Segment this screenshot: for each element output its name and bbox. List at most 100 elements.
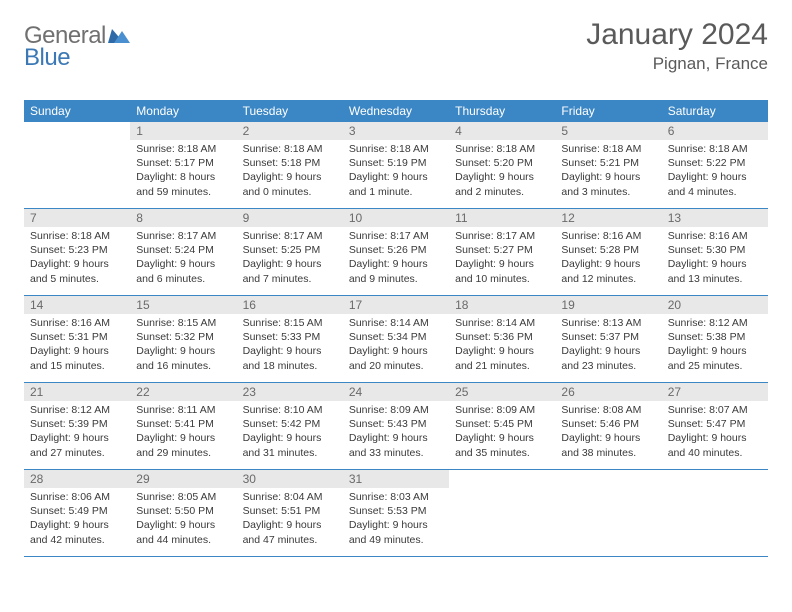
day-body: Sunrise: 8:14 AMSunset: 5:34 PMDaylight:… xyxy=(343,314,449,377)
day-line: Sunrise: 8:18 AM xyxy=(30,229,124,243)
day-number: 25 xyxy=(449,383,555,401)
day-line: and 13 minutes. xyxy=(668,272,762,286)
day-cell: 6Sunrise: 8:18 AMSunset: 5:22 PMDaylight… xyxy=(662,122,768,208)
day-line: Daylight: 9 hours xyxy=(243,344,337,358)
day-line: Sunset: 5:28 PM xyxy=(561,243,655,257)
day-line: and 5 minutes. xyxy=(30,272,124,286)
day-line: Daylight: 9 hours xyxy=(561,170,655,184)
day-line: Daylight: 9 hours xyxy=(561,344,655,358)
day-line: Sunset: 5:53 PM xyxy=(349,504,443,518)
day-line: Daylight: 9 hours xyxy=(349,518,443,532)
day-number: 2 xyxy=(237,122,343,140)
day-line: Sunrise: 8:12 AM xyxy=(668,316,762,330)
day-line: Daylight: 9 hours xyxy=(561,257,655,271)
day-line: and 33 minutes. xyxy=(349,446,443,460)
day-line: Daylight: 9 hours xyxy=(668,257,762,271)
day-line: Sunrise: 8:03 AM xyxy=(349,490,443,504)
day-line: and 12 minutes. xyxy=(561,272,655,286)
day-line: Sunrise: 8:18 AM xyxy=(668,142,762,156)
day-line: Daylight: 9 hours xyxy=(30,344,124,358)
day-cell: 2Sunrise: 8:18 AMSunset: 5:18 PMDaylight… xyxy=(237,122,343,208)
day-body: Sunrise: 8:12 AMSunset: 5:38 PMDaylight:… xyxy=(662,314,768,377)
day-cell xyxy=(24,122,130,208)
day-line: and 35 minutes. xyxy=(455,446,549,460)
day-number: 27 xyxy=(662,383,768,401)
day-cell: 11Sunrise: 8:17 AMSunset: 5:27 PMDayligh… xyxy=(449,209,555,295)
day-line: and 59 minutes. xyxy=(136,185,230,199)
day-cell: 28Sunrise: 8:06 AMSunset: 5:49 PMDayligh… xyxy=(24,470,130,556)
day-line: and 23 minutes. xyxy=(561,359,655,373)
day-cell: 25Sunrise: 8:09 AMSunset: 5:45 PMDayligh… xyxy=(449,383,555,469)
day-line: Sunrise: 8:10 AM xyxy=(243,403,337,417)
day-line: Sunrise: 8:04 AM xyxy=(243,490,337,504)
day-line: Sunrise: 8:16 AM xyxy=(668,229,762,243)
day-line: Sunrise: 8:13 AM xyxy=(561,316,655,330)
day-body: Sunrise: 8:12 AMSunset: 5:39 PMDaylight:… xyxy=(24,401,130,464)
day-line: Daylight: 8 hours xyxy=(136,170,230,184)
day-line: Sunset: 5:21 PM xyxy=(561,156,655,170)
day-line: Sunrise: 8:14 AM xyxy=(455,316,549,330)
logo-text-blue: Blue xyxy=(24,44,70,71)
day-body: Sunrise: 8:05 AMSunset: 5:50 PMDaylight:… xyxy=(130,488,236,551)
day-line: and 6 minutes. xyxy=(136,272,230,286)
day-cell: 10Sunrise: 8:17 AMSunset: 5:26 PMDayligh… xyxy=(343,209,449,295)
weekday-header: Friday xyxy=(555,100,661,122)
day-line: Sunset: 5:49 PM xyxy=(30,504,124,518)
day-body: Sunrise: 8:16 AMSunset: 5:30 PMDaylight:… xyxy=(662,227,768,290)
day-line: and 31 minutes. xyxy=(243,446,337,460)
month-title: January 2024 xyxy=(586,18,768,52)
day-line: Sunrise: 8:05 AM xyxy=(136,490,230,504)
day-line: Sunrise: 8:18 AM xyxy=(455,142,549,156)
day-line: Sunset: 5:17 PM xyxy=(136,156,230,170)
day-line: Sunrise: 8:15 AM xyxy=(136,316,230,330)
day-body: Sunrise: 8:17 AMSunset: 5:27 PMDaylight:… xyxy=(449,227,555,290)
day-line: Sunset: 5:24 PM xyxy=(136,243,230,257)
day-line: Sunset: 5:46 PM xyxy=(561,417,655,431)
day-line: Sunrise: 8:12 AM xyxy=(30,403,124,417)
day-body: Sunrise: 8:13 AMSunset: 5:37 PMDaylight:… xyxy=(555,314,661,377)
day-line: Daylight: 9 hours xyxy=(349,344,443,358)
day-line: Daylight: 9 hours xyxy=(243,518,337,532)
day-line: Daylight: 9 hours xyxy=(349,431,443,445)
day-line: Sunset: 5:38 PM xyxy=(668,330,762,344)
day-line: Sunset: 5:20 PM xyxy=(455,156,549,170)
day-cell: 9Sunrise: 8:17 AMSunset: 5:25 PMDaylight… xyxy=(237,209,343,295)
day-number: 30 xyxy=(237,470,343,488)
day-body: Sunrise: 8:17 AMSunset: 5:25 PMDaylight:… xyxy=(237,227,343,290)
location: Pignan, France xyxy=(586,54,768,74)
day-body: Sunrise: 8:16 AMSunset: 5:31 PMDaylight:… xyxy=(24,314,130,377)
weekday-header: Wednesday xyxy=(343,100,449,122)
day-body: Sunrise: 8:17 AMSunset: 5:26 PMDaylight:… xyxy=(343,227,449,290)
day-body: Sunrise: 8:15 AMSunset: 5:32 PMDaylight:… xyxy=(130,314,236,377)
weekday-header: Thursday xyxy=(449,100,555,122)
week-row: 14Sunrise: 8:16 AMSunset: 5:31 PMDayligh… xyxy=(24,296,768,383)
day-cell: 1Sunrise: 8:18 AMSunset: 5:17 PMDaylight… xyxy=(130,122,236,208)
day-cell: 7Sunrise: 8:18 AMSunset: 5:23 PMDaylight… xyxy=(24,209,130,295)
day-line: Sunrise: 8:17 AM xyxy=(349,229,443,243)
day-line: and 18 minutes. xyxy=(243,359,337,373)
day-line: Daylight: 9 hours xyxy=(561,431,655,445)
day-line: and 25 minutes. xyxy=(668,359,762,373)
day-line: Sunrise: 8:17 AM xyxy=(455,229,549,243)
day-line: Sunrise: 8:17 AM xyxy=(136,229,230,243)
day-number: 7 xyxy=(24,209,130,227)
day-body: Sunrise: 8:18 AMSunset: 5:23 PMDaylight:… xyxy=(24,227,130,290)
day-line: Daylight: 9 hours xyxy=(30,518,124,532)
day-line: Sunset: 5:41 PM xyxy=(136,417,230,431)
day-cell xyxy=(662,470,768,556)
day-number: 19 xyxy=(555,296,661,314)
week-row: 28Sunrise: 8:06 AMSunset: 5:49 PMDayligh… xyxy=(24,470,768,557)
weekday-header: Saturday xyxy=(662,100,768,122)
day-cell: 14Sunrise: 8:16 AMSunset: 5:31 PMDayligh… xyxy=(24,296,130,382)
title-block: January 2024 Pignan, France xyxy=(586,18,768,74)
weeks-container: 1Sunrise: 8:18 AMSunset: 5:17 PMDaylight… xyxy=(24,122,768,557)
day-line: Sunset: 5:45 PM xyxy=(455,417,549,431)
day-line: and 16 minutes. xyxy=(136,359,230,373)
day-line: Daylight: 9 hours xyxy=(243,431,337,445)
logo-triangle-icon xyxy=(108,25,130,48)
day-number: 16 xyxy=(237,296,343,314)
day-line: Sunset: 5:31 PM xyxy=(30,330,124,344)
day-body: Sunrise: 8:18 AMSunset: 5:21 PMDaylight:… xyxy=(555,140,661,203)
weekday-header: Monday xyxy=(130,100,236,122)
day-body: Sunrise: 8:18 AMSunset: 5:17 PMDaylight:… xyxy=(130,140,236,203)
